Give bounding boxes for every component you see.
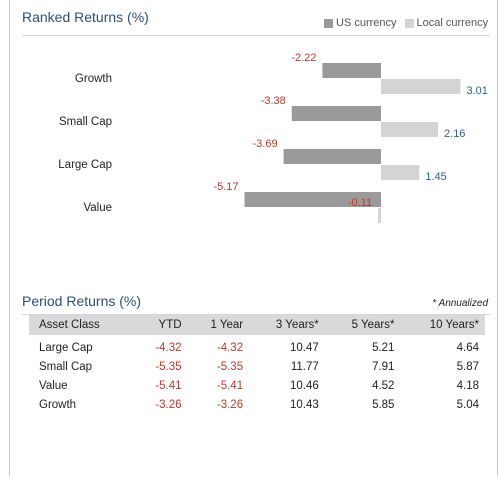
bar bbox=[378, 208, 381, 223]
table-row: Small Cap -5.35 -5.35 11.77 7.91 5.87 bbox=[29, 357, 485, 376]
cell-5-years: 7.91 bbox=[372, 360, 395, 373]
panel-frame bbox=[9, 0, 498, 476]
data-label: 1.45 bbox=[425, 171, 446, 183]
table-row: Large Cap -4.32 -4.32 10.47 5.21 4.64 bbox=[29, 335, 485, 357]
bar bbox=[291, 106, 381, 121]
col-header-ytd: YTD bbox=[158, 319, 182, 331]
legend-item-local: Local currency bbox=[404, 17, 489, 29]
bar bbox=[283, 149, 381, 164]
cell-asset-class: Value bbox=[39, 379, 68, 392]
data-label: 2.16 bbox=[444, 128, 465, 140]
cell-ytd: -3.26 bbox=[155, 398, 182, 411]
bar bbox=[381, 165, 420, 180]
cell-5-years: 5.85 bbox=[372, 398, 395, 411]
chart-title-rule bbox=[22, 35, 490, 36]
data-label: -3.38 bbox=[261, 95, 286, 107]
cell-3-years: 11.77 bbox=[290, 360, 319, 373]
category-label: Growth bbox=[75, 73, 112, 85]
category-label: Large Cap bbox=[58, 159, 112, 171]
cell-3-years: 10.43 bbox=[290, 398, 319, 411]
col-header-10-years: 10 Years* bbox=[429, 319, 479, 331]
cell-1-year: -5.35 bbox=[216, 360, 244, 373]
data-label: -2.22 bbox=[291, 52, 316, 64]
cell-10-years: 5.87 bbox=[456, 360, 479, 373]
annualized-note: * Annualized bbox=[432, 298, 488, 309]
cell-1-year: -3.26 bbox=[216, 398, 244, 411]
cell-asset-class: Growth bbox=[39, 398, 77, 411]
legend-item-us: US currency bbox=[324, 17, 397, 29]
cell-10-years: 5.04 bbox=[456, 398, 479, 411]
legend-label-us: US currency bbox=[336, 17, 397, 29]
chart-legend: US currency Local currency bbox=[324, 17, 496, 29]
period-returns-table: Asset Class YTD 1 Year 3 Years* 5 Years*… bbox=[29, 315, 485, 414]
col-header-asset-class: Asset Class bbox=[39, 319, 100, 331]
cell-5-years: 5.21 bbox=[372, 341, 395, 354]
bar bbox=[244, 192, 381, 207]
category-label: Value bbox=[83, 202, 112, 214]
cell-3-years: 10.47 bbox=[290, 341, 319, 354]
cell-1-year: -4.32 bbox=[216, 341, 244, 354]
bar bbox=[322, 63, 381, 78]
table-row: Growth -3.26 -3.26 10.43 5.85 5.04 bbox=[29, 395, 485, 414]
data-label: -0.11 bbox=[348, 197, 372, 209]
ranked-returns-chart: Growth -2.22 3.01 Small Cap -3.38 2.16 Large C… bbox=[58, 52, 488, 223]
cell-5-years: 4.52 bbox=[372, 379, 395, 392]
data-label: -3.69 bbox=[253, 138, 278, 150]
cell-10-years: 4.18 bbox=[456, 379, 479, 392]
col-header-1-year: 1 Year bbox=[210, 319, 244, 331]
cell-ytd: -5.35 bbox=[155, 360, 182, 373]
col-header-3-years: 3 Years* bbox=[275, 319, 319, 331]
legend-label-local: Local currency bbox=[416, 17, 489, 29]
category-label: Small Cap bbox=[59, 116, 112, 128]
cell-asset-class: Small Cap bbox=[39, 360, 93, 373]
bar bbox=[381, 79, 461, 94]
cell-10-years: 4.64 bbox=[456, 341, 479, 354]
table-header-row: Asset Class YTD 1 Year 3 Years* 5 Years*… bbox=[29, 315, 485, 335]
cell-3-years: 10.46 bbox=[290, 379, 319, 392]
cell-ytd: -5.41 bbox=[155, 379, 182, 392]
legend-swatch-local bbox=[404, 18, 414, 28]
col-header-5-years: 5 Years* bbox=[351, 319, 395, 331]
cell-1-year: -5.41 bbox=[216, 379, 244, 392]
legend-swatch-us bbox=[324, 18, 333, 28]
table-title-rule bbox=[22, 314, 490, 315]
chart-title: Ranked Returns (%) bbox=[22, 9, 149, 25]
data-label: -5.17 bbox=[213, 181, 238, 193]
data-label: 3.01 bbox=[466, 85, 487, 97]
bar bbox=[381, 122, 439, 137]
table-title: Period Returns (%) bbox=[22, 293, 142, 309]
cell-asset-class: Large Cap bbox=[39, 341, 93, 354]
table-row: Value -5.41 -5.41 10.46 4.52 4.18 bbox=[29, 376, 485, 395]
cell-ytd: -4.32 bbox=[155, 341, 182, 354]
